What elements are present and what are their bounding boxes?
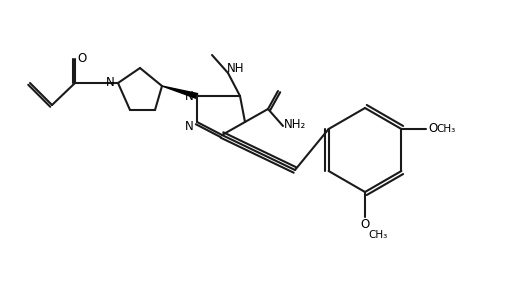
Text: O: O: [360, 218, 370, 230]
Text: O: O: [77, 52, 87, 66]
Text: N: N: [185, 119, 193, 133]
Polygon shape: [162, 86, 198, 98]
Text: O: O: [429, 122, 438, 136]
Text: NH: NH: [227, 61, 245, 74]
Text: CH₃: CH₃: [437, 124, 456, 134]
Text: N: N: [185, 89, 193, 103]
Text: NH₂: NH₂: [284, 117, 306, 131]
Text: N: N: [106, 77, 114, 89]
Text: CH₃: CH₃: [368, 230, 387, 240]
